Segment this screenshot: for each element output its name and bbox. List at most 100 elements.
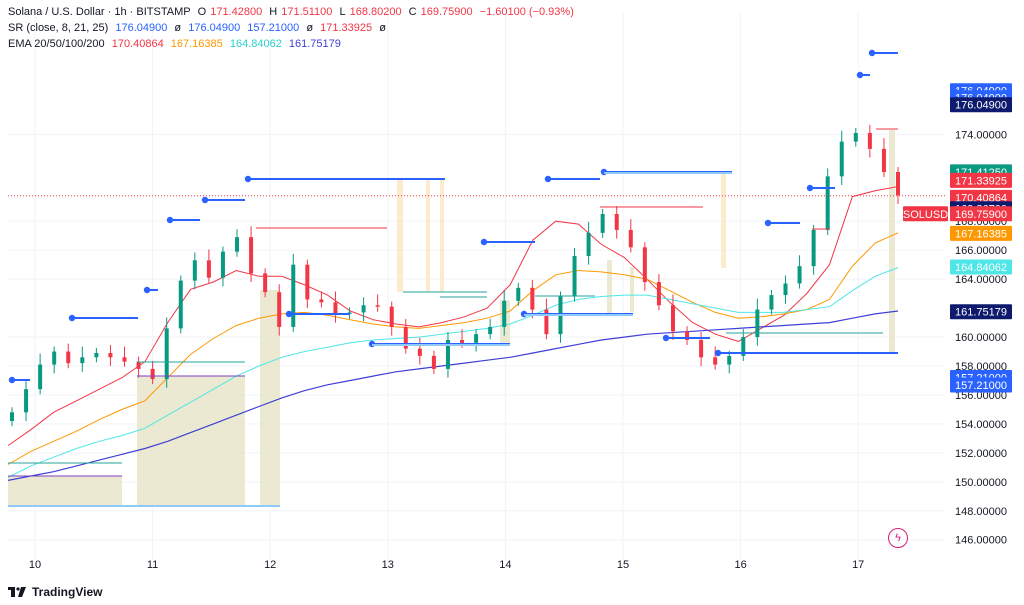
candle-body bbox=[108, 352, 113, 358]
legend-open-label: O bbox=[197, 6, 207, 18]
candle-body bbox=[853, 132, 858, 142]
price-tag-box bbox=[950, 189, 1012, 205]
candle-body bbox=[122, 357, 127, 362]
symbol-tag-box bbox=[903, 206, 948, 222]
sr-dot bbox=[201, 196, 209, 204]
candle-body bbox=[572, 255, 577, 297]
ema-line bbox=[7, 186, 899, 447]
price-tag-label: 161.75179 bbox=[955, 307, 1007, 319]
sr-dot bbox=[166, 216, 174, 224]
candle-body bbox=[417, 348, 422, 356]
price-tag-box bbox=[950, 304, 1012, 320]
candle-body bbox=[685, 331, 690, 340]
candle-body bbox=[291, 264, 296, 327]
candle-body bbox=[136, 361, 141, 369]
candle-body bbox=[614, 214, 619, 230]
legend-ema20: 170.40864 bbox=[111, 38, 164, 50]
legend-symbol-row: Solana / U.S. Dollar · 1h · BITSTAMP O 17… bbox=[8, 4, 578, 20]
candle-body bbox=[628, 229, 633, 248]
sr-dot bbox=[480, 238, 488, 246]
candle-body bbox=[755, 309, 760, 338]
x-tick-label: 15 bbox=[617, 559, 629, 571]
sr-zone bbox=[397, 179, 403, 292]
candle-body bbox=[361, 305, 366, 313]
tradingview-icon bbox=[8, 587, 26, 597]
chart-legend: Solana / U.S. Dollar · 1h · BITSTAMP O 17… bbox=[8, 4, 578, 52]
candle-body bbox=[38, 364, 43, 390]
candle-body bbox=[375, 305, 380, 307]
x-tick-label: 16 bbox=[734, 559, 746, 571]
legend-symbol[interactable]: Solana / U.S. Dollar · 1h · BITSTAMP bbox=[8, 6, 191, 18]
y-tick-label: 174.00000 bbox=[955, 129, 1007, 141]
price-tag-label: 176.04900 bbox=[955, 100, 1007, 112]
candle-body bbox=[305, 264, 310, 300]
ema-line bbox=[7, 310, 899, 481]
sr-zone bbox=[889, 130, 895, 353]
candle-body bbox=[333, 302, 338, 314]
candle-body bbox=[839, 141, 844, 177]
candle-body bbox=[642, 247, 647, 283]
candle-body bbox=[797, 266, 802, 284]
sr-zone bbox=[630, 267, 634, 312]
legend-sr-na: ø bbox=[379, 22, 386, 34]
legend-low: 168.80200 bbox=[349, 6, 402, 18]
sr-zone bbox=[721, 172, 726, 268]
legend-sr-value: 176.04900 bbox=[115, 22, 168, 34]
y-tick-label: 160.00000 bbox=[955, 332, 1007, 344]
candle-body bbox=[52, 351, 57, 365]
price-tag-label: 164.84062 bbox=[955, 262, 1007, 274]
legend-sr-na: ø bbox=[174, 22, 182, 34]
legend-sr-row[interactable]: SR (close, 8, 21, 25) 176.04900 ø 176.04… bbox=[8, 20, 578, 36]
sr-dot bbox=[285, 310, 293, 318]
sr-dot bbox=[143, 286, 151, 294]
candle-body bbox=[80, 357, 85, 364]
legend-sr-na: ø bbox=[306, 22, 314, 34]
x-tick-label: 14 bbox=[499, 559, 511, 571]
sr-zone bbox=[8, 476, 122, 505]
candle-body bbox=[249, 237, 254, 274]
y-tick-label: 146.00000 bbox=[955, 535, 1007, 547]
candle-body bbox=[235, 237, 240, 252]
legend-ema100: 164.84062 bbox=[229, 38, 282, 50]
candle-body bbox=[727, 355, 732, 365]
sr-zone bbox=[137, 376, 245, 505]
legend-change: −1.60100 (−0.93%) bbox=[479, 6, 574, 18]
price-tag-label: 169.75900 bbox=[955, 209, 1007, 221]
ema-line bbox=[7, 232, 899, 465]
candlesticks bbox=[10, 124, 900, 427]
candle-body bbox=[10, 412, 14, 422]
y-tick-label: 156.00000 bbox=[955, 390, 1007, 402]
sr-dot bbox=[68, 314, 76, 322]
legend-high-label: H bbox=[269, 6, 278, 18]
candle-body bbox=[178, 280, 183, 329]
x-tick-label: 17 bbox=[852, 559, 864, 571]
sr-dot bbox=[244, 175, 252, 183]
tradingview-logo[interactable]: TradingView bbox=[8, 585, 102, 599]
legend-ema50: 167.16385 bbox=[170, 38, 223, 50]
brand-name: TradingView bbox=[32, 585, 103, 599]
price-tag-box bbox=[950, 377, 1012, 393]
lightning-icon[interactable]: ϟ bbox=[888, 528, 908, 548]
price-tag-box bbox=[950, 259, 1012, 275]
price-tag-box bbox=[950, 172, 1012, 188]
legend-sr-value: 176.04900 bbox=[188, 22, 241, 34]
y-tick-label: 166.00000 bbox=[955, 245, 1007, 257]
candle-body bbox=[600, 214, 605, 233]
candle-body bbox=[263, 273, 268, 293]
ema-lines bbox=[7, 186, 899, 481]
candle-body bbox=[150, 368, 155, 380]
sr-zone bbox=[440, 179, 444, 292]
time-axis[interactable]: 10 11 12 13 14 15 16 17 bbox=[29, 559, 864, 571]
legend-ema-label: EMA 20/50/100/200 bbox=[8, 38, 105, 50]
candle-body bbox=[896, 172, 900, 196]
sr-lines bbox=[8, 49, 945, 507]
legend-ema200: 161.75179 bbox=[288, 38, 341, 50]
candle-body bbox=[783, 283, 788, 296]
candle-body bbox=[403, 326, 408, 349]
legend-ema-row[interactable]: EMA 20/50/100/200 170.40864 167.16385 16… bbox=[8, 36, 578, 52]
legend-sr-label: SR (close, 8, 21, 25) bbox=[8, 22, 109, 34]
candle-body bbox=[530, 287, 535, 310]
candle-body bbox=[825, 176, 830, 230]
candle-body bbox=[460, 339, 465, 343]
